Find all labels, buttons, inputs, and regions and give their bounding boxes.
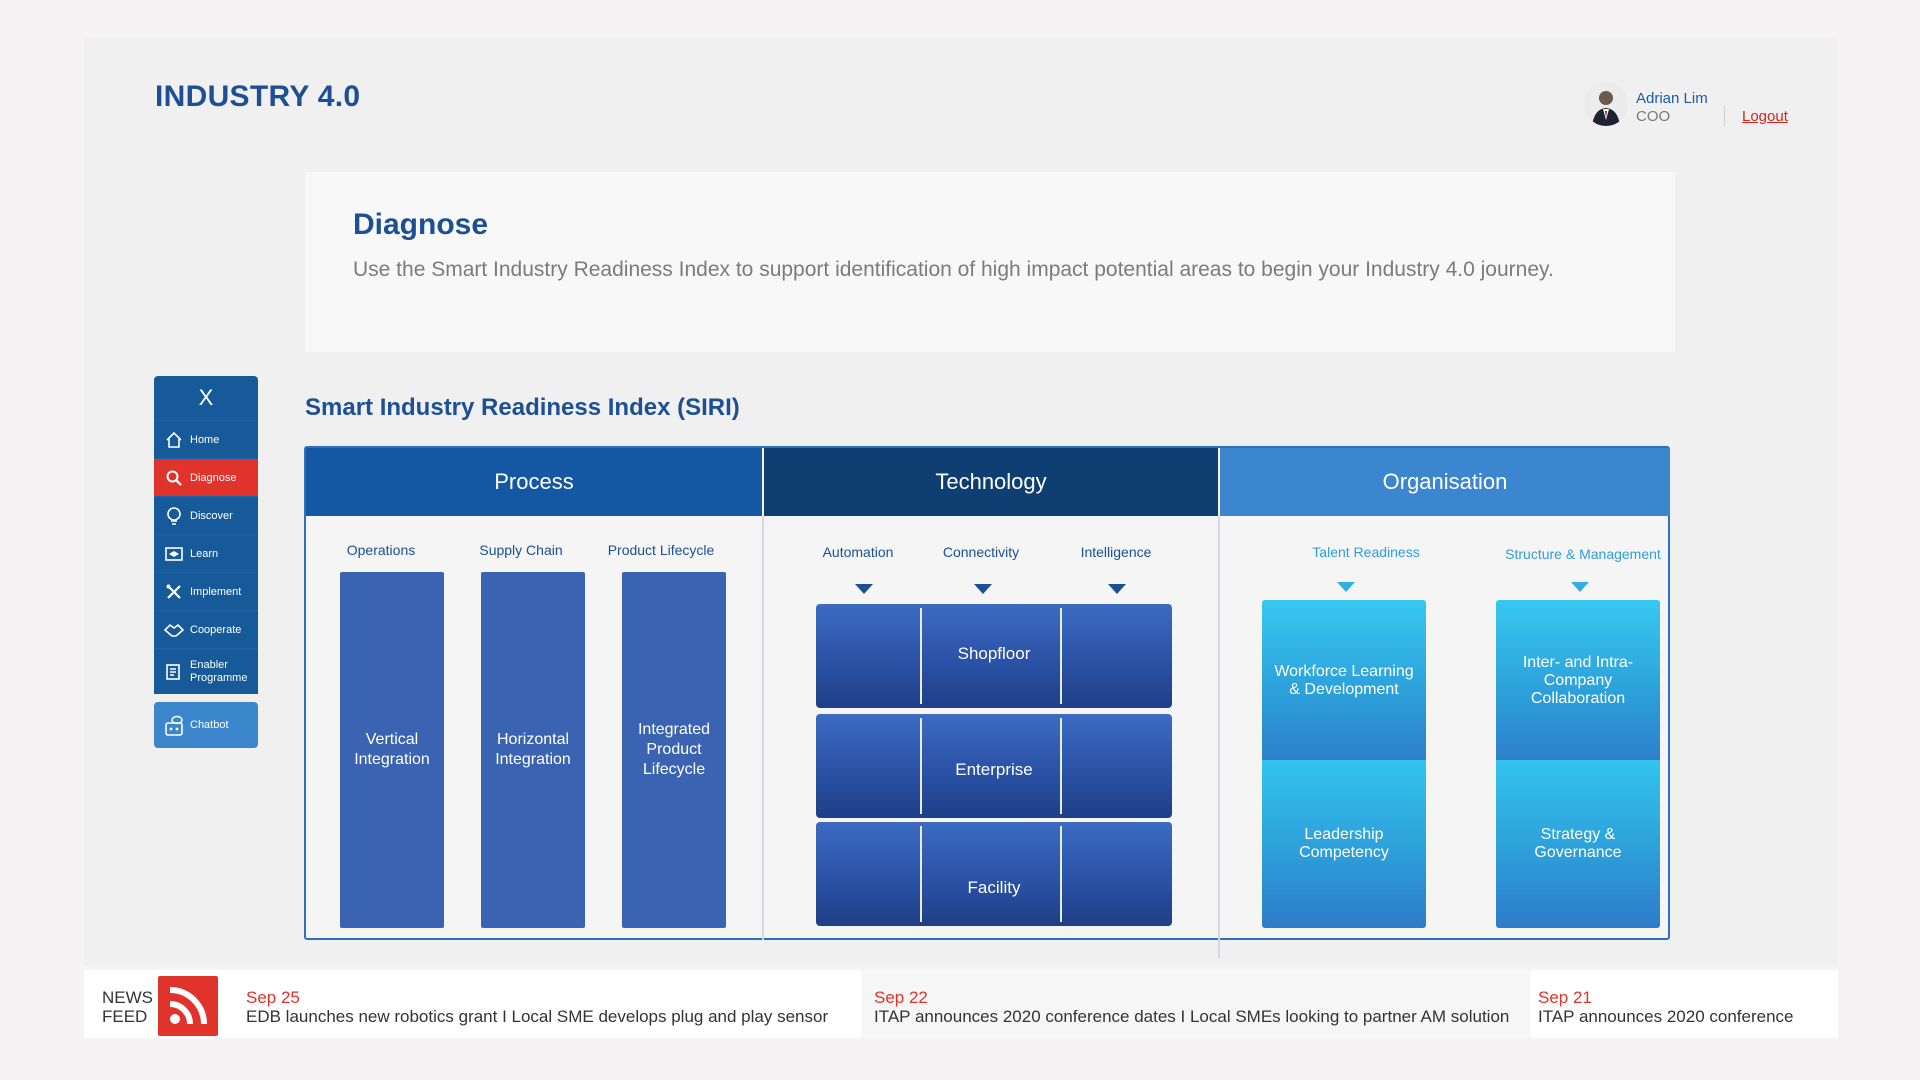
sidebar-item-label: Diagnose — [190, 471, 237, 484]
avatar[interactable] — [1584, 82, 1628, 126]
divider — [1724, 106, 1725, 126]
chevron-down-icon — [1337, 582, 1355, 592]
rss-icon[interactable] — [158, 976, 218, 1036]
organisation-header[interactable]: Organisation — [1220, 448, 1670, 516]
chatbot-button[interactable]: Chatbot — [154, 702, 258, 748]
sidebar-item-home[interactable]: Home — [154, 420, 258, 458]
subheader-product-lifecycle: Product Lifecycle — [607, 542, 715, 558]
subheader-structure-management: Structure & Management — [1505, 546, 1661, 562]
diagnose-card: Diagnose Use the Smart Industry Readines… — [305, 172, 1675, 352]
siri-title: Smart Industry Readiness Index (SIRI) — [305, 394, 740, 421]
sidebar-item-label: Cooperate — [190, 623, 242, 636]
divider — [920, 718, 922, 814]
sidebar-close-button[interactable]: X — [154, 376, 258, 420]
sidebar-item-learn[interactable]: Learn — [154, 534, 258, 572]
technology-header[interactable]: Technology — [764, 448, 1218, 516]
news-feed-label: NEWS FEED — [102, 988, 153, 1026]
siri-matrix: Process Technology Organisation Operatio… — [304, 446, 1670, 958]
sidebar-item-enabler-programme[interactable]: Enabler Programme — [154, 648, 258, 694]
chevron-down-icon — [974, 584, 992, 594]
divider — [920, 826, 922, 922]
tech-row-label: Facility — [967, 878, 1021, 897]
sidebar-item-implement[interactable]: Implement — [154, 572, 258, 610]
sidebar-item-cooperate[interactable]: Cooperate — [154, 610, 258, 648]
divider — [920, 608, 922, 704]
subheader-talent-readiness: Talent Readiness — [1312, 544, 1420, 560]
news-date: Sep 25 — [246, 988, 300, 1007]
learn-icon — [164, 544, 184, 564]
subheader-operations: Operations — [346, 542, 416, 558]
divider — [1060, 826, 1062, 922]
tools-icon — [164, 582, 184, 602]
tech-row-shopfloor[interactable]: Shopfloor — [816, 604, 1172, 708]
document-icon — [164, 662, 184, 682]
news-headline: ITAP announces 2020 conference — [1538, 1007, 1794, 1026]
news-headline: EDB launches new robotics grant I Local … — [246, 1007, 829, 1026]
chevron-down-icon — [855, 584, 873, 594]
app-title: INDUSTRY 4.0 — [155, 80, 361, 113]
news-date: Sep 21 — [1538, 988, 1592, 1007]
dimension-integrated-product-lifecycle[interactable]: Integrated Product Lifecycle — [622, 572, 726, 928]
chatbot-icon — [164, 715, 184, 736]
chevron-down-icon — [1108, 584, 1126, 594]
tech-row-label: Enterprise — [955, 760, 1033, 779]
process-header[interactable]: Process — [306, 448, 762, 516]
tech-row-facility[interactable]: Facility — [816, 822, 1172, 926]
news-feed-label-line: NEWS — [102, 988, 153, 1007]
user-name: Adrian Lim — [1636, 90, 1708, 107]
divider — [1060, 718, 1062, 814]
chevron-down-icon — [1571, 582, 1589, 592]
search-icon — [164, 468, 184, 488]
handshake-icon — [164, 620, 184, 640]
subheader-supply-chain: Supply Chain — [479, 542, 563, 558]
divider — [762, 516, 764, 940]
news-item[interactable]: Sep 25 EDB launches new robotics grant I… — [234, 970, 862, 1038]
news-item[interactable]: Sep 21 ITAP announces 2020 conference — [1530, 970, 1838, 1038]
dimension-workforce-learning[interactable]: Workforce Learning & Development — [1262, 600, 1426, 762]
sidebar-item-label: Implement — [190, 585, 242, 598]
tech-row-enterprise[interactable]: Enterprise — [816, 714, 1172, 818]
sidebar-item-label: Learn — [190, 547, 219, 560]
tech-row-label: Shopfloor — [957, 644, 1031, 663]
subheader-automation: Automation — [822, 544, 894, 560]
sidebar-item-label: Discover — [190, 509, 233, 522]
subheader-connectivity: Connectivity — [942, 544, 1020, 560]
chatbot-label: Chatbot — [190, 719, 229, 731]
logout-link[interactable]: Logout — [1742, 108, 1788, 125]
dimension-leadership-competency[interactable]: Leadership Competency — [1262, 760, 1426, 928]
dimension-strategy-governance[interactable]: Strategy & Governance — [1496, 760, 1660, 928]
divider — [1218, 516, 1220, 958]
news-date: Sep 22 — [874, 988, 928, 1007]
lightbulb-icon — [164, 506, 184, 526]
news-headline: ITAP announces 2020 conference dates I L… — [874, 1007, 1510, 1026]
home-icon — [164, 430, 184, 450]
news-item[interactable]: Sep 22 ITAP announces 2020 conference da… — [862, 970, 1530, 1038]
sidebar: X Home Diagnose Discover Learn Implement — [154, 376, 258, 748]
user-role: COO — [1636, 108, 1671, 125]
user-panel: Adrian Lim COO Logout — [1584, 82, 1804, 130]
page-description: Use the Smart Industry Readiness Index t… — [353, 258, 1554, 281]
news-feed: NEWS FEED Sep 25 EDB launches new roboti… — [84, 970, 1838, 1038]
page-title: Diagnose — [353, 208, 489, 241]
subheader-intelligence: Intelligence — [1080, 544, 1152, 560]
sidebar-item-label: Home — [190, 433, 220, 446]
dimension-collaboration[interactable]: Inter- and Intra-Company Collaboration — [1496, 600, 1660, 762]
divider — [1060, 608, 1062, 704]
news-feed-label-line: FEED — [102, 1007, 148, 1026]
dimension-vertical-integration[interactable]: Vertical Integration — [340, 572, 444, 928]
sidebar-item-diagnose[interactable]: Diagnose — [154, 458, 258, 496]
sidebar-item-label: Enabler Programme — [190, 658, 248, 684]
dimension-horizontal-integration[interactable]: Horizontal Integration — [481, 572, 585, 928]
sidebar-item-discover[interactable]: Discover — [154, 496, 258, 534]
